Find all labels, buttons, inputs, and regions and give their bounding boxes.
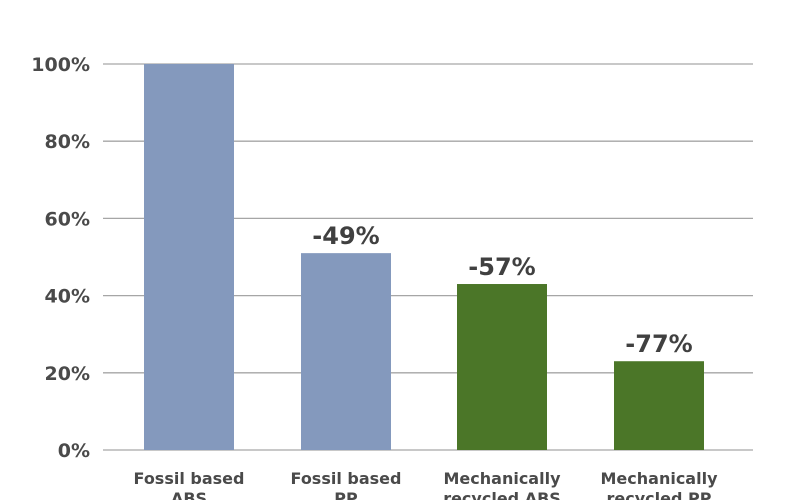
bar-3 bbox=[457, 284, 547, 450]
y-tick-label: 60% bbox=[45, 208, 90, 230]
y-axis-tick-labels: 0% 20% 40% 60% 80% 100% bbox=[31, 54, 90, 462]
data-label-3: -57% bbox=[468, 253, 535, 281]
y-tick-label: 40% bbox=[45, 286, 90, 308]
data-label-4: -77% bbox=[625, 330, 692, 358]
bar-4 bbox=[614, 361, 704, 450]
x-category-label-4: Mechanically recycled PP bbox=[601, 469, 719, 500]
bar-1 bbox=[144, 64, 234, 450]
x-category-label-1: Fossil based ABS bbox=[134, 469, 245, 500]
y-tick-label: 0% bbox=[58, 440, 90, 462]
bars bbox=[144, 64, 704, 450]
y-tick-label: 20% bbox=[45, 363, 90, 385]
data-label-2: -49% bbox=[312, 222, 379, 250]
x-axis-category-labels: Fossil based ABS Fossil based PP Mechanicall… bbox=[134, 469, 719, 500]
x-category-label-3: Mechanically recycled ABS bbox=[443, 469, 561, 500]
x-category-label-2: Fossil based PP bbox=[291, 469, 402, 500]
y-tick-label: 80% bbox=[45, 131, 90, 153]
data-labels: -49% -57% -77% bbox=[312, 222, 692, 358]
bar-2 bbox=[301, 253, 391, 450]
y-tick-label: 100% bbox=[31, 54, 90, 76]
